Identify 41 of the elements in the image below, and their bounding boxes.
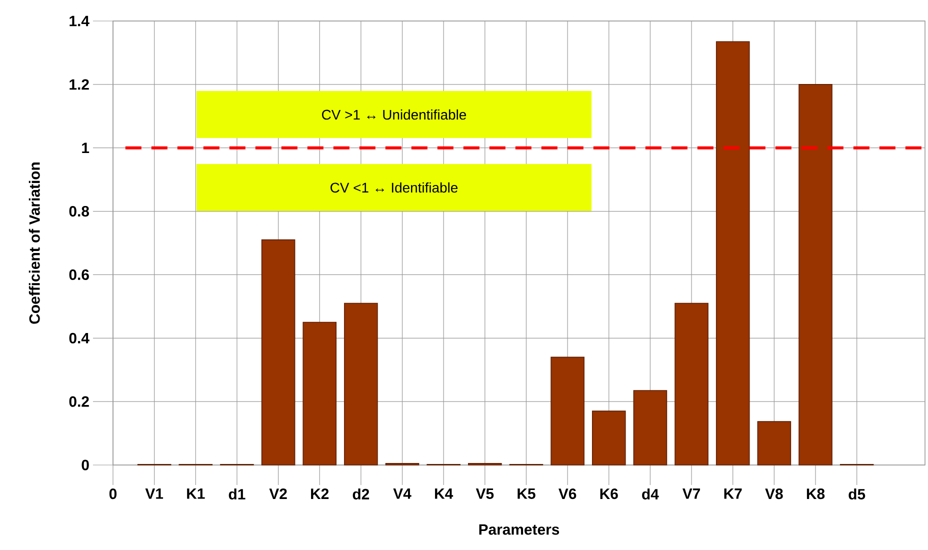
y-tick-label: 0.4 xyxy=(69,332,90,344)
bar xyxy=(344,302,378,466)
bar xyxy=(261,239,296,466)
bar xyxy=(716,41,750,466)
x-tick-label: V4 xyxy=(393,488,412,499)
bar xyxy=(757,421,792,466)
x-axis-title: Parameters xyxy=(479,524,560,535)
x-tick-label: K5 xyxy=(518,488,536,499)
y-axis-title: Coefficient of Variation xyxy=(28,162,40,324)
x-tick-label: V6 xyxy=(558,488,576,500)
bar xyxy=(798,84,832,466)
x-tick-label: V7 xyxy=(682,488,700,499)
x-tick-label: d2 xyxy=(352,488,370,500)
bar xyxy=(674,302,708,466)
x-tick-label: d4 xyxy=(642,488,659,500)
x-tick-label: K4 xyxy=(435,488,454,499)
y-tick-label: 1.4 xyxy=(70,16,90,26)
x-tick-label: K7 xyxy=(724,488,742,499)
x-tick-label: K8 xyxy=(806,488,825,500)
x-tick-label: V5 xyxy=(476,488,494,499)
bar xyxy=(550,356,584,466)
x-tick-label: K6 xyxy=(600,488,618,500)
y-tick-label: 0.8 xyxy=(69,206,90,217)
x-tick-label: K1 xyxy=(187,488,205,499)
bar xyxy=(592,410,626,466)
y-tick-label: 1.2 xyxy=(70,79,89,90)
annotation: CV >1 ↔ Unidentifiable xyxy=(322,109,466,120)
annotation: CV <1 ↔ Identifiable xyxy=(330,182,458,193)
y-tick-label: 0.2 xyxy=(69,396,89,407)
x-tick-label: V8 xyxy=(765,488,783,500)
x-tick-label: V1 xyxy=(145,488,164,499)
y-tick-label: 1 xyxy=(82,142,90,153)
bar xyxy=(302,322,337,466)
y-tick-label: 0.6 xyxy=(69,269,89,280)
x-tick-label: V2 xyxy=(269,488,287,499)
x-tick-label: d1 xyxy=(228,488,246,500)
x-tick-label: 0 xyxy=(109,488,117,500)
x-tick-label: K2 xyxy=(311,488,329,499)
x-tick-label: d5 xyxy=(848,488,866,500)
bar xyxy=(633,390,668,466)
y-tick-label: 0 xyxy=(82,460,89,470)
